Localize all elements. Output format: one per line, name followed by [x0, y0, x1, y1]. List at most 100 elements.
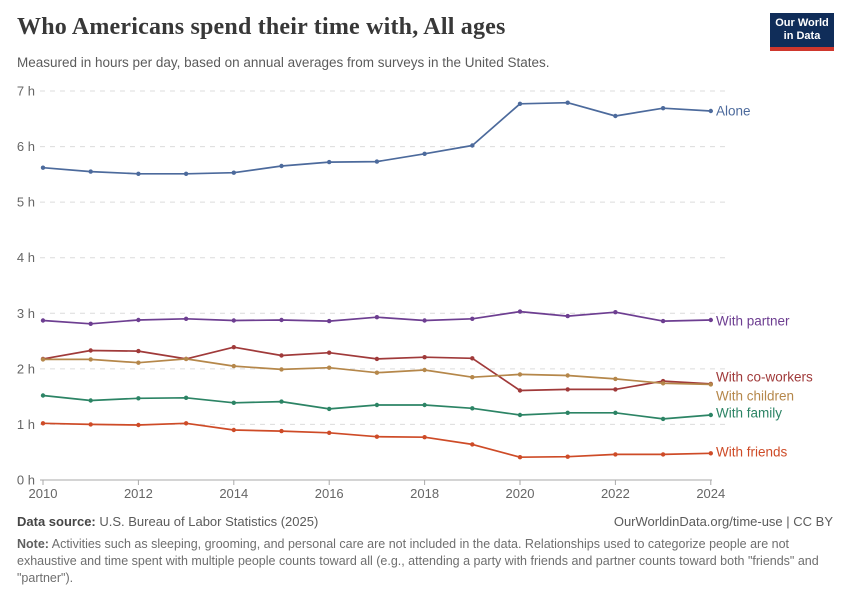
- series-point-with-friends-2023: [660, 452, 666, 457]
- series-point-with-family-2010: [40, 393, 46, 398]
- owid-logo-line2: in Data: [783, 30, 821, 42]
- series-point-with-children-2021: [565, 373, 570, 378]
- series-point-with-partner-2015: [279, 317, 284, 323]
- series-point-with-children-2018: [422, 367, 427, 373]
- series-point-alone-2024: [708, 108, 713, 114]
- series-point-with-children-2010: [40, 357, 46, 362]
- series-point-with-family-2024: [708, 412, 713, 418]
- series-point-with-family-2017: [374, 402, 380, 408]
- series-point-with-friends-2010: [40, 421, 46, 426]
- x-tick-label-2020: 2020: [506, 486, 535, 501]
- chart-canvas: 0 h 1 h 2 h 3 h 4 h 5 h 6 h 7 h 2010 2012 2014 2016…: [17, 84, 813, 501]
- series-label-alone: Alone: [716, 104, 751, 119]
- series-point-with-partner-2018: [422, 318, 427, 323]
- series-point-with-family-2023: [660, 416, 666, 422]
- attribution-link[interactable]: OurWorldinData.org/time-use | CC BY: [613, 514, 833, 529]
- series-point-alone-2018: [422, 151, 427, 156]
- series-point-with-friends-2013: [183, 421, 189, 426]
- x-tick-label-2022: 2022: [601, 486, 630, 501]
- series-point-alone-2017: [374, 159, 380, 164]
- series-label-with-children: With children: [716, 389, 794, 404]
- series-point-with-friends-2011: [88, 422, 93, 427]
- series-point-with-partner-2014: [231, 318, 236, 323]
- x-tick-label-2010: 2010: [29, 486, 58, 501]
- series-point-alone-2013: [183, 171, 189, 176]
- y-tick-label-2h: 2 h: [17, 361, 35, 376]
- series-point-with-partner-2016: [327, 318, 332, 324]
- y-tick-label-1h: 1 h: [17, 417, 35, 432]
- series-point-with-children-2011: [88, 357, 93, 362]
- series-point-with-friends-2024: [708, 451, 713, 456]
- series-point-with-children-2017: [374, 370, 380, 375]
- series-point-with-friends-2021: [565, 454, 570, 459]
- series-label-with-partner: With partner: [716, 314, 790, 329]
- series-point-alone-2012: [136, 171, 141, 176]
- page-title: Who Americans spend their time with, All…: [17, 14, 506, 40]
- series-point-with-partner-2020: [517, 309, 523, 314]
- series-point-alone-2010: [40, 165, 46, 170]
- y-tick-label-0h: 0 h: [17, 473, 35, 488]
- series-point-with-co-workers-2015: [279, 353, 284, 358]
- series-point-with-co-workers-2012: [136, 348, 141, 354]
- y-tick-label-6h: 6 h: [17, 139, 35, 154]
- series-point-with-children-2014: [231, 363, 236, 369]
- series-point-with-children-2013: [183, 356, 189, 362]
- series-point-with-children-2016: [327, 365, 332, 370]
- series-point-alone-2023: [660, 106, 666, 111]
- series-point-with-children-2022: [613, 376, 618, 382]
- footer-note-text: Activities such as sleeping, grooming, a…: [17, 537, 819, 585]
- footer-note: Note: Activities such as sleeping, groom…: [17, 536, 835, 587]
- series-point-with-partner-2024: [708, 317, 713, 323]
- series-point-with-partner-2021: [565, 313, 570, 319]
- series-point-with-co-workers-2022: [613, 387, 618, 392]
- owid-logo-box: Our World in Data: [770, 13, 834, 47]
- owid-logo-accent-bar: [770, 47, 834, 51]
- series-point-with-family-2020: [517, 412, 523, 418]
- series-point-with-family-2012: [136, 396, 141, 401]
- series-point-with-friends-2014: [231, 427, 236, 433]
- series-point-with-children-2015: [279, 367, 284, 372]
- series-point-with-partner-2022: [613, 310, 618, 315]
- data-source-label: Data source:: [17, 514, 96, 529]
- series-point-with-partner-2019: [470, 316, 475, 321]
- series-point-with-friends-2019: [470, 442, 475, 447]
- series-point-with-friends-2020: [517, 455, 523, 460]
- y-tick-label-7h: 7 h: [17, 84, 35, 99]
- series-point-with-co-workers-2019: [470, 356, 475, 361]
- series-point-with-co-workers-2011: [88, 348, 93, 353]
- series-point-with-children-2020: [517, 372, 523, 377]
- footer-note-label: Note:: [17, 537, 49, 551]
- series-point-with-friends-2016: [327, 430, 332, 435]
- series-line-with-friends: [42, 422, 711, 459]
- series-point-with-children-2012: [136, 360, 141, 365]
- series-point-with-children-2023: [660, 381, 666, 386]
- series-point-with-family-2013: [183, 395, 189, 400]
- series-point-with-partner-2012: [136, 317, 141, 323]
- series-point-with-co-workers-2021: [565, 387, 570, 392]
- series-point-with-partner-2013: [183, 316, 189, 321]
- x-tick-label-2016: 2016: [315, 486, 344, 501]
- series-label-with-family: With family: [716, 406, 782, 421]
- series-point-with-family-2014: [231, 400, 236, 405]
- x-tick-label-2018: 2018: [410, 486, 439, 501]
- owid-logo[interactable]: Our World in Data: [770, 13, 834, 51]
- y-tick-label-4h: 4 h: [17, 250, 35, 265]
- series-point-alone-2011: [88, 169, 93, 174]
- series-point-with-co-workers-2014: [231, 345, 236, 350]
- series-point-with-co-workers-2018: [422, 355, 427, 360]
- x-tick-label-2024: 2024: [696, 486, 725, 501]
- data-source-value: U.S. Bureau of Labor Statistics (2025): [95, 514, 319, 529]
- series-point-with-family-2016: [327, 406, 332, 412]
- series-point-with-children-2024: [708, 382, 713, 387]
- series-point-with-family-2021: [565, 410, 570, 415]
- series-line-with-family: [42, 394, 711, 420]
- x-tick-label-2012: 2012: [124, 486, 153, 501]
- series-point-with-partner-2011: [88, 321, 93, 326]
- chart-subtitle: Measured in hours per day, based on annu…: [17, 55, 550, 70]
- series-point-alone-2019: [470, 143, 475, 148]
- series-point-with-friends-2017: [374, 434, 380, 439]
- data-source: Data source: U.S. Bureau of Labor Statis…: [17, 514, 318, 529]
- series-point-with-children-2019: [470, 375, 475, 380]
- series-point-with-partner-2017: [374, 315, 380, 320]
